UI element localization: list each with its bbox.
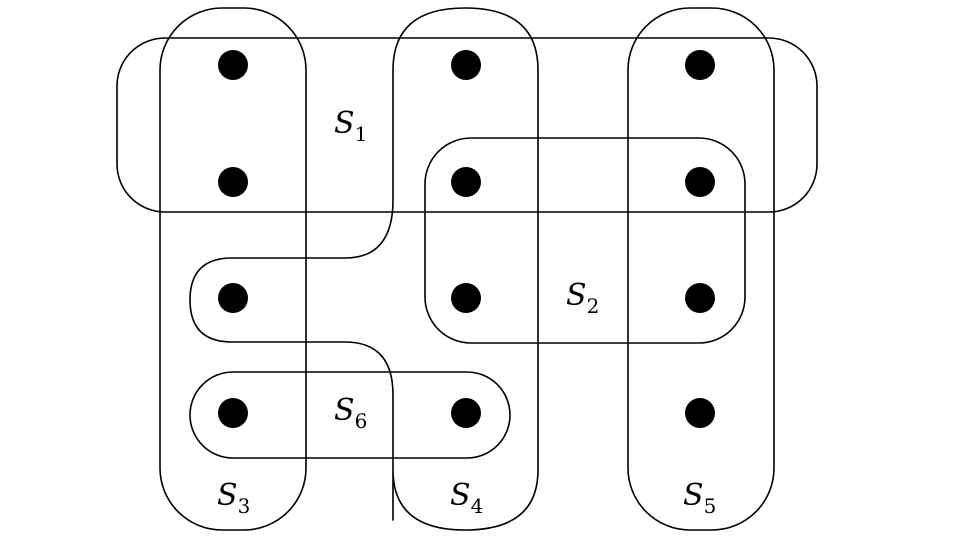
element-dot (218, 50, 248, 80)
element-dot (451, 167, 481, 197)
set-label-s1: S1 (334, 106, 367, 146)
element-dot (218, 398, 248, 428)
set-s6-outline (189, 371, 511, 459)
set-s3-outline (159, 7, 307, 531)
element-dot (451, 50, 481, 80)
set-label-s4: S4 (450, 478, 483, 518)
set-s2-outline (424, 137, 746, 344)
element-dot (451, 398, 481, 428)
element-dot (685, 167, 715, 197)
set-s1-outline (116, 37, 818, 213)
set-label-s3: S3 (217, 478, 250, 518)
element-dot (685, 50, 715, 80)
element-dot (218, 283, 248, 313)
set-label-s5: S5 (683, 478, 716, 518)
elements (218, 50, 715, 428)
set-s5-outline (627, 7, 775, 531)
element-dot (451, 283, 481, 313)
set-outlines (116, 7, 818, 531)
set-label-s2: S2 (566, 278, 599, 318)
element-dot (685, 398, 715, 428)
set-label-s6: S6 (334, 393, 367, 433)
set-labels: S1 S2 S3 S4 S5 S6 (217, 106, 716, 518)
element-dot (218, 167, 248, 197)
set-s4-outline (189, 7, 539, 531)
element-dot (685, 283, 715, 313)
